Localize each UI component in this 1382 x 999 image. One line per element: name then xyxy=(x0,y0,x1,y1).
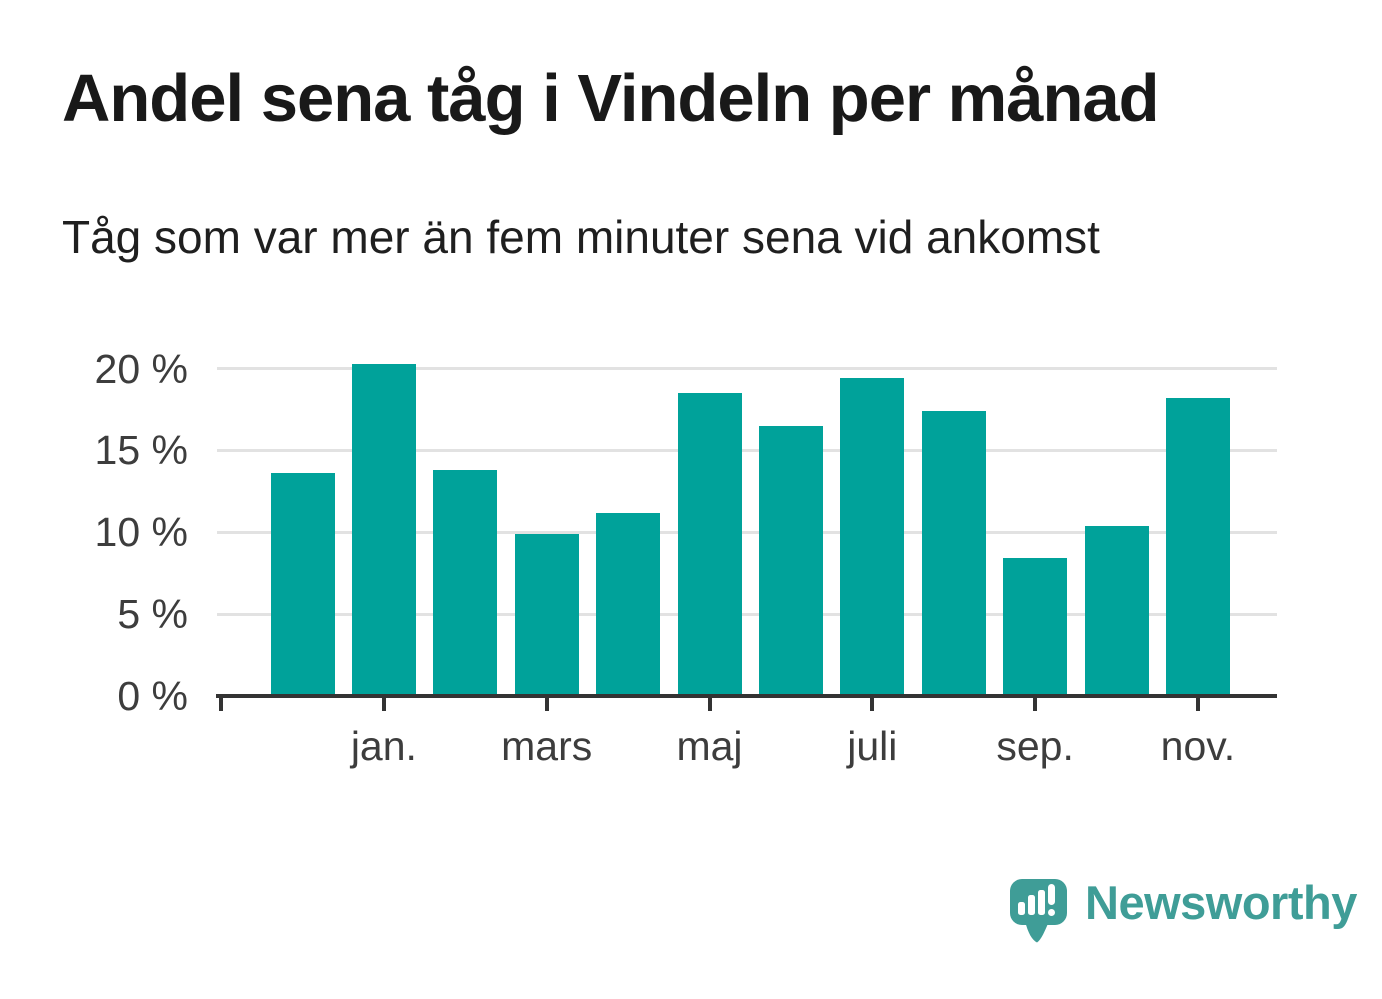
bar-12 xyxy=(1165,398,1230,696)
x-axis-label: nov. xyxy=(1160,723,1236,769)
bar-2 xyxy=(351,363,416,696)
y-axis-label: 0 % xyxy=(117,673,188,719)
chart-subtitle: Tåg som var mer än fem minuter sena vid … xyxy=(62,211,1100,263)
bar-6 xyxy=(677,393,742,696)
bar-5 xyxy=(596,512,661,696)
bar-10 xyxy=(1003,558,1068,696)
bar-8 xyxy=(840,378,905,696)
x-axis-tick xyxy=(381,696,386,711)
x-axis-label: juli xyxy=(847,723,898,769)
y-axis-label: 10 % xyxy=(94,509,188,556)
bar-3 xyxy=(433,470,498,696)
newsworthy-logo: Newsworthy xyxy=(1010,879,1357,943)
x-axis-tick xyxy=(1033,696,1038,711)
newsworthy-bar-chart-speech-bubble-icon xyxy=(1010,879,1067,943)
bar-9 xyxy=(921,411,986,696)
x-axis-tick xyxy=(1195,696,1200,711)
y-axis-label: 15 % xyxy=(94,427,188,474)
x-axis-tick xyxy=(870,696,875,711)
x-axis-label: sep. xyxy=(996,723,1074,769)
x-axis-tick xyxy=(544,696,549,711)
gridline-15-percent xyxy=(217,448,1277,452)
gridline-20-percent xyxy=(217,367,1277,371)
gridline-10-percent xyxy=(217,530,1277,534)
x-axis-label: jan. xyxy=(350,723,417,769)
y-axis-label: 5 % xyxy=(117,591,188,638)
bar-11 xyxy=(1084,525,1149,696)
chart-title: Andel sena tåg i Vindeln per månad xyxy=(62,61,1160,136)
x-axis-label: maj xyxy=(676,723,743,769)
x-axis-line xyxy=(216,694,1277,698)
x-axis-label: mars xyxy=(501,723,593,769)
gridline-5-percent xyxy=(217,612,1277,616)
bar-1 xyxy=(270,473,335,696)
newsworthy-wordmark: Newsworthy xyxy=(1085,876,1357,929)
x-axis-tick xyxy=(707,696,712,711)
bar-4 xyxy=(514,533,579,696)
x-axis-tick xyxy=(219,696,224,711)
y-axis-label: 20 % xyxy=(94,345,188,392)
bar-7 xyxy=(758,425,823,696)
